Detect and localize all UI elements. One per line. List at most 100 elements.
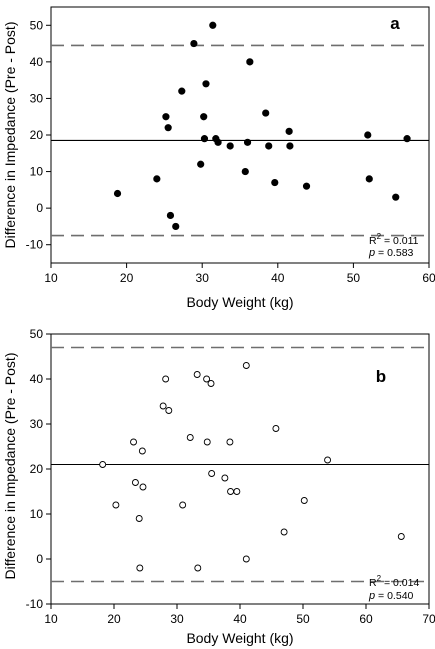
data-point-b-4 bbox=[135, 515, 143, 522]
data-point-a-9 bbox=[200, 113, 208, 121]
data-point-a-7 bbox=[190, 39, 198, 48]
data-point-a-11 bbox=[202, 80, 210, 88]
x-axis-title-a: Body Weight (kg) bbox=[186, 294, 293, 310]
data-point-a-20 bbox=[265, 142, 273, 150]
data-point-a-22 bbox=[285, 127, 293, 135]
data-points-b bbox=[99, 362, 405, 572]
y-tick-label-a-50: 50 bbox=[30, 18, 44, 32]
data-point-a-16 bbox=[241, 167, 249, 176]
p-value-b: p = 0.540 bbox=[368, 590, 414, 602]
y-tick-label-b-50: 50 bbox=[30, 327, 44, 341]
data-point-b-10 bbox=[165, 407, 173, 414]
y-tick-label-b-40: 40 bbox=[30, 372, 44, 386]
data-point-b-21 bbox=[227, 488, 235, 495]
y-tick-label-b-0: 0 bbox=[36, 552, 43, 566]
x-axis-ticks-b: 10 20 30 40 50 60 70 bbox=[44, 604, 435, 626]
data-point-a-5 bbox=[172, 222, 180, 231]
panel-label-b: b bbox=[376, 367, 386, 386]
y-tick-label-b-30: 30 bbox=[30, 417, 44, 431]
data-point-b-3 bbox=[131, 479, 139, 486]
data-point-b-6 bbox=[138, 447, 146, 455]
data-point-a-25 bbox=[364, 131, 372, 139]
data-point-b-8 bbox=[159, 402, 167, 410]
data-point-b-23 bbox=[242, 362, 250, 369]
data-points-a bbox=[113, 21, 411, 231]
data-point-b-7 bbox=[139, 483, 147, 491]
panel-a: 10 20 30 40 50 60 -10 0 10 20 30 40 50 a R2 = 0.011… bbox=[2, 6, 435, 310]
data-point-a-21 bbox=[271, 178, 279, 187]
x-tick-label-a-50: 50 bbox=[347, 271, 361, 285]
data-point-a-0 bbox=[113, 189, 122, 198]
x-tick-label-a-40: 40 bbox=[271, 271, 285, 285]
x-tick-label-b-70: 70 bbox=[422, 612, 435, 626]
x-tick-label-b-10: 10 bbox=[44, 612, 58, 626]
y-axis-ticks-a: -10 0 10 20 30 40 50 bbox=[26, 18, 51, 252]
data-point-b-19 bbox=[221, 474, 229, 482]
data-point-a-15 bbox=[226, 142, 234, 150]
x-tick-label-a-10: 10 bbox=[44, 271, 58, 285]
data-point-b-2 bbox=[130, 438, 137, 446]
data-point-b-12 bbox=[186, 434, 194, 441]
reference-lines-b bbox=[51, 346, 429, 583]
data-point-a-10 bbox=[200, 135, 209, 143]
data-point-a-26 bbox=[365, 175, 373, 183]
x-axis-title-b: Body Weight (kg) bbox=[186, 630, 293, 646]
r-squared-a: R2 = 0.011 bbox=[369, 232, 419, 247]
data-point-b-0 bbox=[99, 461, 107, 468]
data-point-b-25 bbox=[272, 425, 280, 432]
data-point-a-12 bbox=[209, 21, 217, 29]
data-point-b-26 bbox=[280, 528, 288, 536]
data-point-b-13 bbox=[193, 371, 201, 378]
x-tick-label-b-30: 30 bbox=[170, 612, 184, 626]
y-axis-title-b: Difference in Impedance (Pre - Post) bbox=[2, 353, 18, 580]
data-point-a-17 bbox=[243, 138, 252, 146]
data-point-b-15 bbox=[203, 375, 211, 383]
plot-frame-b bbox=[50, 333, 430, 605]
y-tick-label-a-20: 20 bbox=[30, 128, 44, 142]
p-value-a: p = 0.583 bbox=[368, 247, 414, 259]
y-tick-label-b--10: -10 bbox=[26, 597, 44, 611]
y-tick-label-b-10: 10 bbox=[30, 507, 44, 521]
r-squared-b: R2 = 0.014 bbox=[369, 574, 419, 589]
data-point-a-27 bbox=[392, 193, 400, 201]
data-point-b-5 bbox=[136, 564, 144, 572]
x-axis-ticks-a: 10 20 30 40 50 60 bbox=[44, 263, 435, 285]
data-point-a-18 bbox=[246, 58, 254, 66]
x-tick-label-a-30: 30 bbox=[196, 271, 210, 285]
data-point-b-22 bbox=[233, 488, 241, 495]
y-tick-label-a-10: 10 bbox=[30, 165, 44, 179]
y-tick-label-a--10: -10 bbox=[26, 238, 44, 252]
data-point-b-16 bbox=[203, 438, 211, 446]
data-point-b-24 bbox=[242, 555, 250, 563]
data-point-a-24 bbox=[302, 182, 311, 190]
x-tick-label-a-20: 20 bbox=[120, 271, 134, 285]
data-point-b-18 bbox=[208, 470, 216, 477]
data-point-b-29 bbox=[397, 533, 405, 540]
data-point-a-1 bbox=[153, 175, 161, 183]
data-point-b-11 bbox=[179, 501, 187, 509]
data-point-b-20 bbox=[226, 438, 234, 446]
data-point-a-2 bbox=[162, 113, 170, 121]
data-point-a-19 bbox=[262, 109, 270, 117]
data-point-b-27 bbox=[300, 497, 308, 504]
panel-label-a: a bbox=[390, 14, 400, 33]
data-point-b-28 bbox=[324, 456, 332, 464]
data-point-b-1 bbox=[112, 501, 120, 509]
data-point-a-23 bbox=[286, 142, 294, 150]
x-tick-label-b-60: 60 bbox=[359, 612, 373, 626]
y-tick-label-a-30: 30 bbox=[30, 91, 44, 105]
x-tick-label-b-50: 50 bbox=[296, 612, 310, 626]
data-point-a-3 bbox=[164, 124, 172, 132]
y-tick-label-a-40: 40 bbox=[30, 55, 44, 69]
reference-lines-a bbox=[51, 44, 429, 237]
y-axis-ticks-b: -10 0 10 20 30 40 50 bbox=[26, 327, 51, 611]
data-point-a-6 bbox=[178, 87, 186, 95]
panel-b: 10 20 30 40 50 60 70 -10 0 10 20 30 40 50 b R2 = 0.0… bbox=[2, 327, 435, 646]
x-tick-label-a-60: 60 bbox=[422, 271, 435, 285]
data-point-b-17 bbox=[207, 380, 215, 387]
y-tick-label-a-0: 0 bbox=[36, 201, 43, 215]
x-tick-label-b-40: 40 bbox=[233, 612, 247, 626]
x-tick-label-b-20: 20 bbox=[107, 612, 121, 626]
data-point-b-9 bbox=[162, 375, 170, 383]
